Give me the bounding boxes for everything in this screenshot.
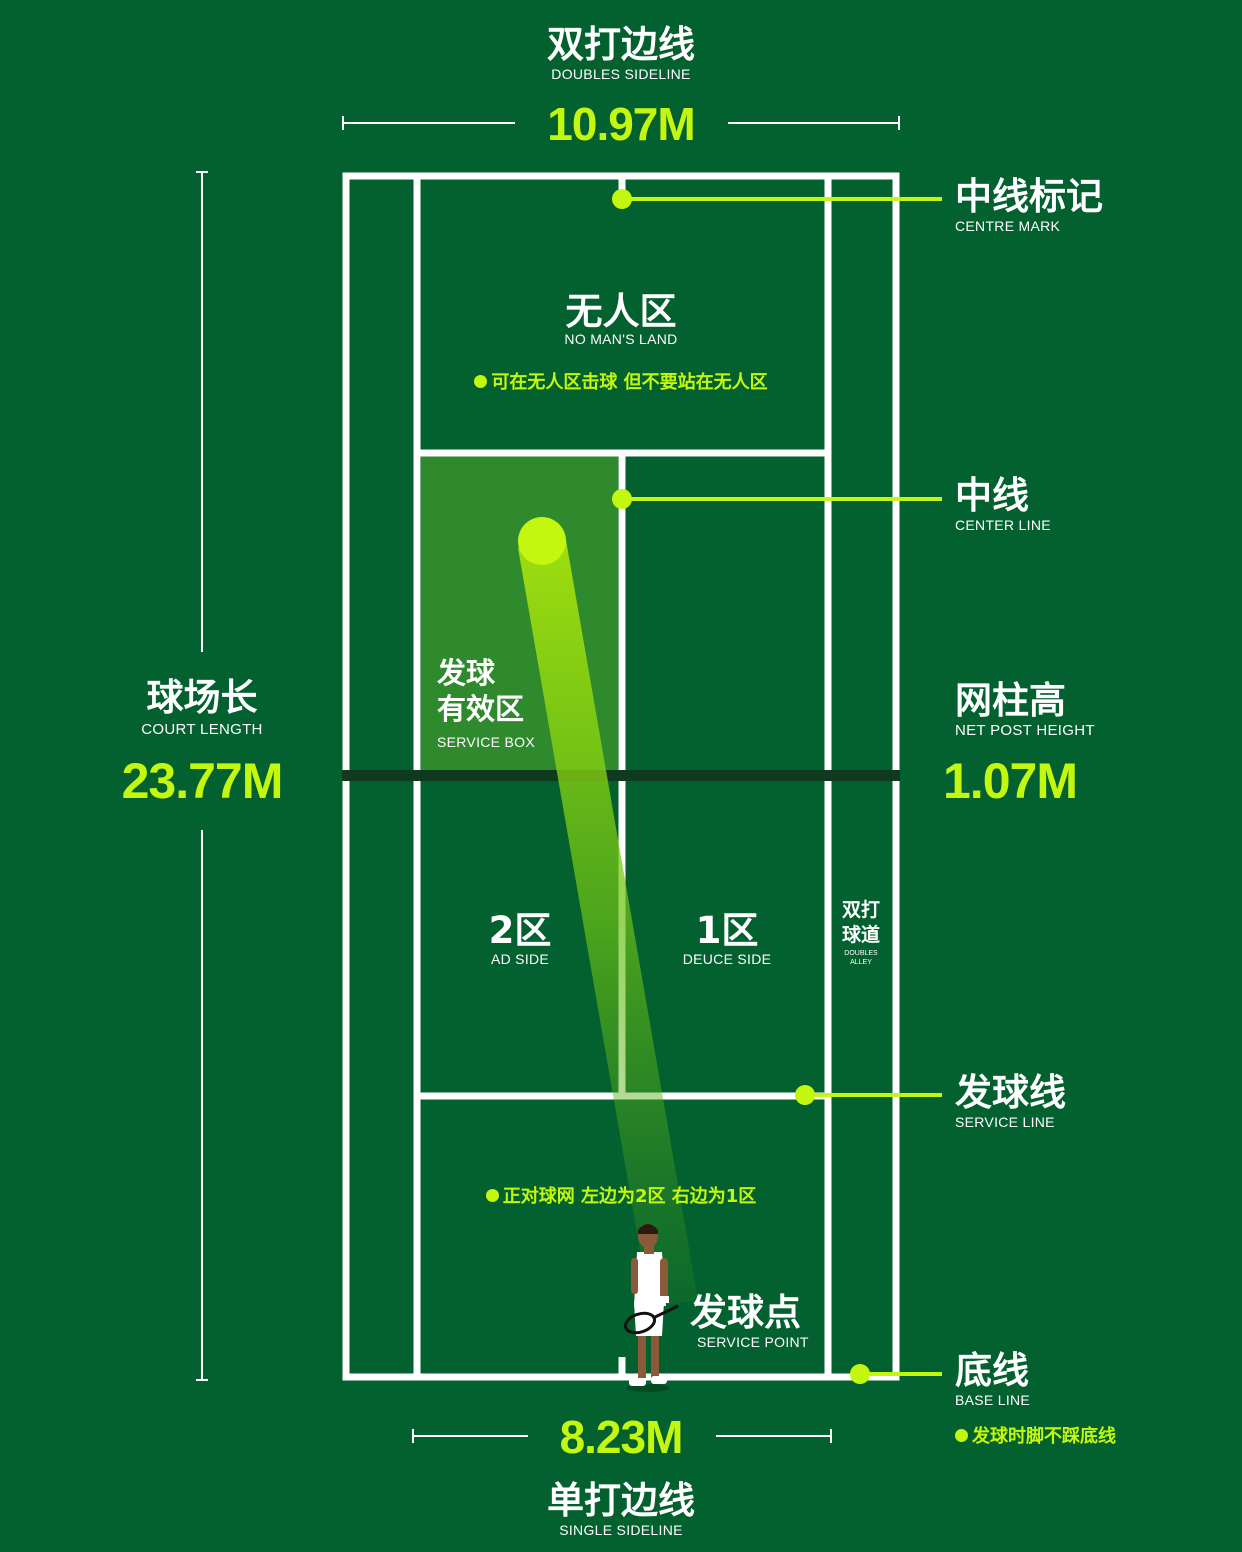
base-line-note: 发球时脚不踩底线: [955, 1422, 1116, 1448]
base-line-dot: [850, 1364, 870, 1384]
service-point-title: 发球点: [690, 1291, 801, 1334]
callout-leaders: [612, 189, 942, 1384]
doubles-width-value: 10.97M: [547, 98, 695, 150]
tennis-player-figure: [623, 1224, 679, 1392]
court-length-value: 23.77M: [121, 753, 284, 809]
court-length-dimension: [196, 171, 208, 1381]
service-box-title-line2: 有效区: [437, 692, 525, 726]
deuce-side-subtitle: DEUCE SIDE: [682, 951, 772, 967]
centre-mark-subtitle: CENTRE MARK: [955, 218, 1061, 234]
deuce-side-title: 1区: [695, 909, 759, 952]
doubles-alley-title-line2: 球道: [841, 924, 880, 946]
no-mans-land-subtitle: NO MAN'S LAND: [564, 331, 678, 347]
service-line-title: 发球线: [955, 1071, 1066, 1114]
center-line-dot: [612, 489, 632, 509]
center-line-subtitle: CENTER LINE: [955, 517, 1051, 533]
service-line-subtitle: SERVICE LINE: [955, 1114, 1055, 1130]
single-sideline-title: 单打边线: [547, 1479, 695, 1522]
base-line-title: 底线: [955, 1349, 1029, 1392]
serve-trajectory-beam: [518, 540, 698, 1308]
no-mans-land-note: 可在无人区击球 但不要站在无人区: [421, 368, 821, 394]
doubles-sideline-title: 双打边线: [547, 23, 695, 66]
court-length-title: 球场长: [146, 676, 258, 719]
centre-mark-dot: [612, 189, 632, 209]
service-box-title-line1: 发球: [437, 656, 496, 690]
doubles-alley-subtitle: DOUBLES ALLEY: [830, 949, 892, 967]
court-length-subtitle: COURT LENGTH: [141, 721, 263, 738]
singles-width-dimension: [412, 1429, 832, 1443]
doubles-alley-title-line1: 双打: [841, 899, 880, 921]
tennis-ball: [518, 517, 566, 565]
ad-side-subtitle: AD SIDE: [490, 951, 550, 967]
service-point-subtitle: SERVICE POINT: [697, 1334, 809, 1350]
tennis-ball-icon: [474, 374, 488, 388]
tennis-ball-icon: [485, 1188, 499, 1202]
base-line-subtitle: BASE LINE: [955, 1392, 1031, 1408]
net-post-height-title: 网柱高: [955, 679, 1066, 722]
doubles-width-dimension: [342, 116, 900, 130]
service-box-title: 发球 有效区: [437, 655, 524, 727]
service-box-subtitle: SERVICE BOX: [437, 734, 535, 750]
no-mans-land-title: 无人区: [565, 290, 677, 333]
doubles-sideline-subtitle: DOUBLES SIDELINE: [551, 66, 691, 82]
center-line-title: 中线: [955, 474, 1029, 517]
doubles-alley-subtitle-line1: DOUBLES: [844, 950, 878, 957]
single-sideline-subtitle: SINGLE SIDELINE: [559, 1522, 683, 1538]
centre-mark-title: 中线标记: [955, 175, 1103, 218]
singles-width-value: 8.23M: [559, 1411, 684, 1463]
doubles-alley-subtitle-line2: ALLEY: [850, 959, 872, 966]
tennis-ball-icon: [955, 1428, 968, 1442]
service-line-dot: [795, 1085, 815, 1105]
net-post-height-subtitle: NET POST HEIGHT: [955, 722, 1095, 739]
ad-side-title: 2区: [488, 909, 552, 952]
net-post-height-value: 1.07M: [943, 753, 1078, 809]
net: [342, 770, 900, 781]
court-side-note: 正对球网 左边为2区 右边为1区: [421, 1182, 821, 1208]
doubles-alley-title: 双打 球道: [830, 898, 892, 948]
